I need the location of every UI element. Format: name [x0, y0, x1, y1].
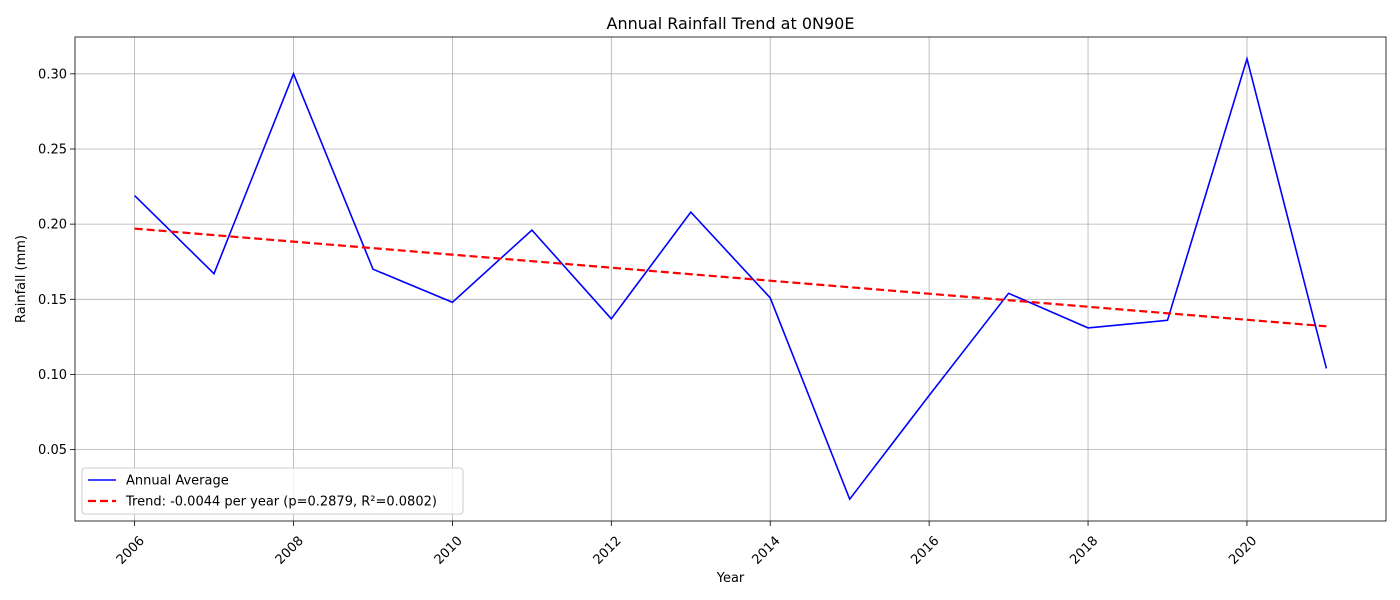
x-axis-label: Year — [716, 571, 745, 586]
y-tick-label: 0.30 — [38, 67, 67, 82]
y-tick-label: 0.10 — [38, 368, 67, 383]
trend-line — [134, 227, 1327, 328]
plot-frame — [74, 36, 1387, 522]
y-tick-label: 0.25 — [38, 142, 67, 157]
x-tick-label: 2010 — [432, 534, 466, 568]
x-tick-label: 2016 — [908, 534, 942, 568]
y-tick-label: 0.20 — [38, 218, 67, 233]
y-axis-label: Rainfall (mm) — [14, 235, 29, 323]
y-tick-label: 0.05 — [38, 443, 67, 458]
axes — [74, 36, 1387, 522]
legend-entry-label: Trend: -0.0044 per year (p=0.2879, R²=0.… — [125, 495, 437, 510]
x-tick-label: 2014 — [749, 534, 783, 568]
grid-lines — [75, 37, 1386, 521]
chart-title: Annual Rainfall Trend at 0N90E — [607, 14, 855, 33]
x-tick-label: 2020 — [1226, 534, 1260, 568]
annual-average-line — [134, 55, 1328, 501]
legend-box — [81, 467, 464, 515]
x-tick-label: 2018 — [1067, 534, 1101, 568]
legend-entry-label: Annual Average — [126, 474, 229, 489]
x-tick-label: 2006 — [114, 534, 148, 568]
legend: Annual Average Trend: -0.0044 per year (p… — [81, 467, 464, 515]
y-tick-label: 0.15 — [38, 293, 67, 308]
x-tick-label: 2008 — [273, 534, 307, 568]
series-layer — [134, 55, 1328, 501]
x-tick-label: 2012 — [591, 534, 625, 568]
